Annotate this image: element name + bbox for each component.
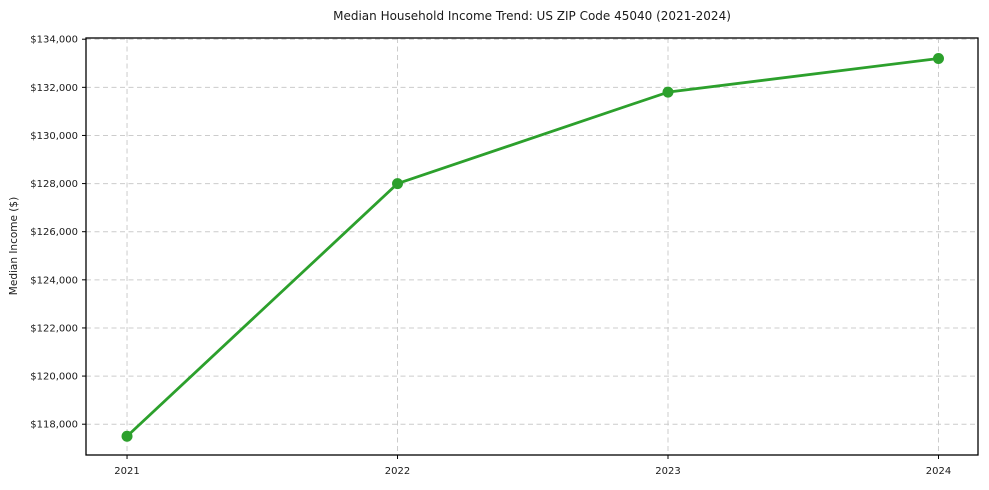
data-point-marker [662,86,674,98]
x-tick-label: 2024 [926,466,951,477]
y-tick-label: $128,000 [30,179,78,190]
y-tick-label: $124,000 [30,275,78,286]
x-tick-label: 2022 [385,466,410,477]
y-tick-label: $134,000 [30,35,78,46]
x-tick-label: 2023 [655,466,680,477]
x-tick-label: 2021 [114,466,139,477]
chart-title: Median Household Income Trend: US ZIP Co… [333,9,731,23]
y-tick-label: $132,000 [30,83,78,94]
y-tick-label: $122,000 [30,323,78,334]
y-tick-label: $120,000 [30,372,78,383]
y-tick-label: $126,000 [30,227,78,238]
data-point-marker [121,430,133,442]
data-point-marker [932,52,944,64]
trend-line [125,57,940,438]
y-tick-label: $118,000 [30,420,78,431]
y-tick-label: $130,000 [30,131,78,142]
data-point-marker [392,178,404,190]
plot-border [85,37,979,456]
